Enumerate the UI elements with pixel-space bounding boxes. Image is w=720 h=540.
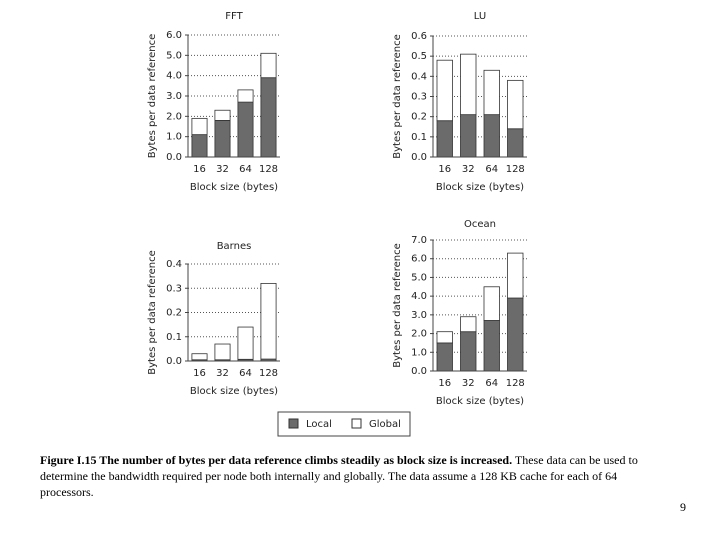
y-tick-label: 0.1 <box>166 332 182 343</box>
x-axis-label: Block size (bytes) <box>436 182 524 193</box>
bar-segment <box>507 297 524 372</box>
x-axis-label: Block size (bytes) <box>190 182 278 193</box>
bar-segment <box>507 252 524 299</box>
chart-title: Ocean <box>464 219 496 230</box>
legend-label: Global <box>369 419 401 430</box>
y-tick-label: 0.3 <box>411 92 427 103</box>
bar-segment <box>460 53 477 116</box>
caption-text: These data can be used to determine the … <box>40 453 638 499</box>
x-tick-label: 64 <box>239 368 252 379</box>
bar-segment <box>483 114 500 158</box>
x-tick-label: 128 <box>506 378 525 389</box>
bar-segment <box>507 79 524 130</box>
x-axis-label: Block size (bytes) <box>436 396 524 407</box>
y-axis-label: Bytes per data reference <box>392 34 403 158</box>
bar-segment <box>507 128 524 158</box>
y-tick-label: 1.0 <box>411 347 427 358</box>
bar-segment <box>214 120 231 158</box>
y-tick-label: 7.0 <box>411 235 427 246</box>
y-tick-label: 3.0 <box>166 91 182 102</box>
y-tick-label: 4.0 <box>166 71 182 82</box>
y-tick-label: 0.0 <box>411 152 427 163</box>
bar-segment <box>436 120 453 158</box>
bar-segment <box>237 101 254 158</box>
y-axis-label: Bytes per data reference <box>392 243 403 367</box>
legend-swatch <box>288 418 299 429</box>
bar-segment <box>460 316 477 333</box>
x-tick-label: 64 <box>239 164 252 175</box>
y-tick-label: 4.0 <box>411 291 427 302</box>
y-tick-label: 2.0 <box>411 329 427 340</box>
bar-segment <box>460 331 477 372</box>
bar-segment <box>237 89 254 103</box>
y-axis-label: Bytes per data reference <box>147 250 158 374</box>
legend-label: Local <box>306 419 332 430</box>
bar-segment <box>483 320 500 372</box>
legend-box <box>277 411 411 437</box>
y-tick-label: 5.0 <box>166 50 182 61</box>
bar-segment <box>436 331 453 344</box>
caption-label: Figure I.15 The number of bytes per data… <box>40 453 513 467</box>
bar-segment <box>483 286 500 321</box>
bar-segment <box>191 134 208 158</box>
bar-segment <box>436 342 453 372</box>
y-tick-label: 3.0 <box>411 310 427 321</box>
chart-title: LU <box>474 11 486 22</box>
bar-segment <box>460 114 477 158</box>
x-tick-label: 16 <box>438 378 451 389</box>
bar-segment <box>214 109 231 121</box>
bar-segment <box>260 77 277 158</box>
y-tick-label: 6.0 <box>411 254 427 265</box>
bar-segment <box>260 52 277 79</box>
x-tick-label: 32 <box>462 378 475 389</box>
x-tick-label: 128 <box>506 164 525 175</box>
caption: Figure I.15 The number of bytes per data… <box>40 452 650 500</box>
bar-segment <box>436 59 453 122</box>
y-tick-label: 0.2 <box>166 308 182 319</box>
chart-title: Barnes <box>217 241 252 252</box>
x-tick-label: 64 <box>485 164 498 175</box>
bar-segment <box>191 117 208 136</box>
y-tick-label: 0.4 <box>166 259 182 270</box>
x-tick-label: 128 <box>259 368 278 379</box>
y-tick-label: 6.0 <box>166 30 182 41</box>
y-tick-label: 1.0 <box>166 132 182 143</box>
x-tick-label: 32 <box>216 368 229 379</box>
y-tick-label: 0.2 <box>411 112 427 123</box>
x-tick-label: 64 <box>485 378 498 389</box>
y-tick-label: 0.0 <box>166 152 182 163</box>
x-tick-label: 16 <box>438 164 451 175</box>
y-axis-label: Bytes per data reference <box>147 34 158 158</box>
y-tick-label: 0.4 <box>411 71 427 82</box>
x-tick-label: 16 <box>193 368 206 379</box>
bar-segment <box>260 282 277 360</box>
page-number: 9 <box>680 500 686 514</box>
x-tick-label: 128 <box>259 164 278 175</box>
y-tick-label: 0.6 <box>411 31 427 42</box>
y-tick-label: 0.0 <box>411 366 427 377</box>
bar-segment <box>237 326 254 360</box>
bar-segment <box>214 343 231 361</box>
x-tick-label: 32 <box>462 164 475 175</box>
x-tick-label: 16 <box>193 164 206 175</box>
y-tick-label: 0.1 <box>411 132 427 143</box>
y-tick-label: 2.0 <box>166 111 182 122</box>
x-tick-label: 32 <box>216 164 229 175</box>
bar-segment <box>483 69 500 116</box>
y-tick-label: 5.0 <box>411 272 427 283</box>
bar-segment <box>191 353 208 361</box>
chart-title: FFT <box>225 11 243 22</box>
y-tick-label: 0.3 <box>166 283 182 294</box>
y-tick-label: 0.5 <box>411 51 427 62</box>
legend-swatch <box>351 418 362 429</box>
y-tick-label: 0.0 <box>166 356 182 367</box>
x-axis-label: Block size (bytes) <box>190 386 278 397</box>
